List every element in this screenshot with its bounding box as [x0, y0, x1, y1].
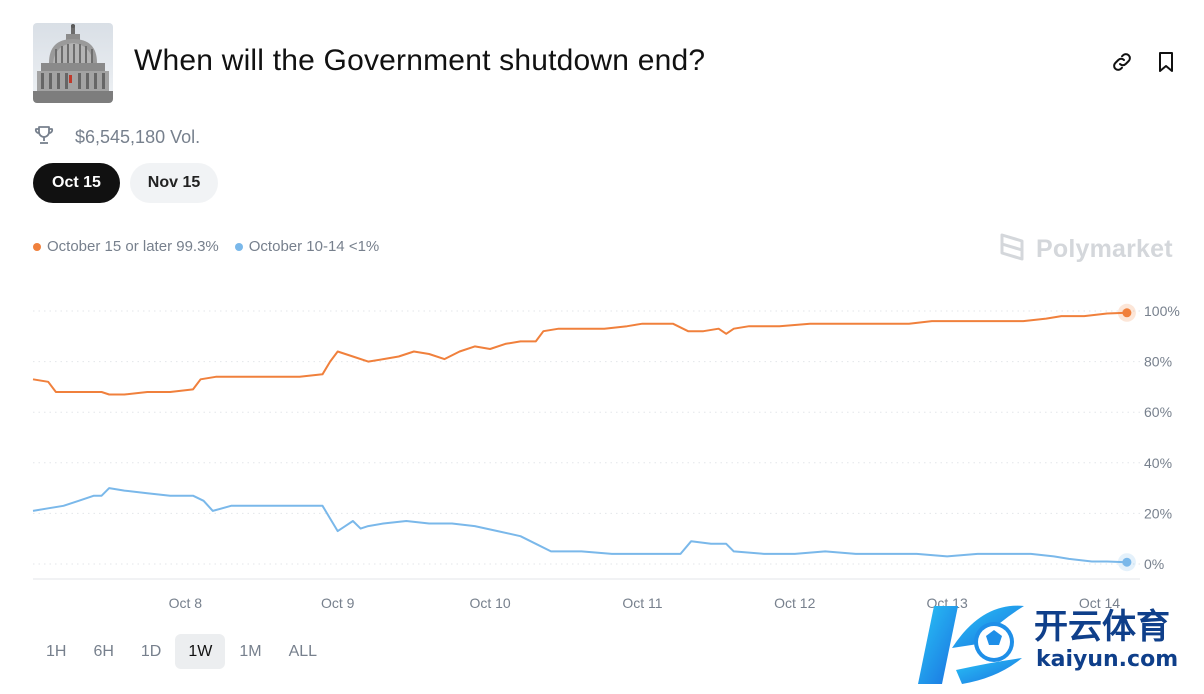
x-tick-label: Oct 8: [169, 595, 203, 611]
x-tick-label: Oct 12: [774, 595, 815, 611]
series-line-oct-10-14: [32, 487, 1127, 564]
legend-dot-orange: [33, 242, 41, 251]
x-tick-label: Oct 14: [1079, 595, 1120, 611]
legend-item-oct-15-later: October 15 or later 99.3%: [33, 238, 219, 255]
tab-nov-15[interactable]: Nov 15: [130, 163, 218, 203]
range-1w-button[interactable]: 1W: [175, 634, 226, 669]
series-end-point: [1122, 557, 1132, 567]
range-1m-button[interactable]: 1M: [239, 642, 262, 660]
trophy-icon: [33, 124, 55, 151]
legend-label: October 10-14 <1%: [248, 238, 380, 255]
kaiyun-watermark: 开云体育 kaiyun.com: [918, 605, 1178, 684]
bookmark-icon[interactable]: [1154, 50, 1178, 74]
range-1h-button[interactable]: 1H: [46, 642, 67, 660]
price-chart[interactable]: 0% 20% 40% 60% 80% 100% Oct 8 Oct 9 Oct 10 Oct 1…: [0, 280, 1204, 620]
volume-text: $6,545,180 Vol.: [75, 127, 201, 147]
link-icon[interactable]: [1110, 50, 1134, 74]
time-range-selector: 1H 6H 1D 1W 1M ALL: [33, 634, 331, 669]
legend-dot-blue: [234, 242, 243, 251]
y-tick-label: 60%: [1144, 404, 1172, 420]
y-tick-label: 80%: [1144, 354, 1172, 370]
chart-legend: October 15 or later 99.3% October 10-14 …: [33, 238, 395, 255]
polymarket-icon: [998, 232, 1026, 267]
x-tick-label: Oct 9: [321, 595, 355, 611]
x-tick-label: Oct 10: [469, 595, 510, 611]
y-tick-label: 0%: [1144, 556, 1164, 572]
y-tick-label: 40%: [1144, 455, 1172, 471]
x-tick-label: Oct 11: [622, 595, 662, 611]
tab-oct-15[interactable]: Oct 15: [33, 163, 120, 203]
polymarket-logo: Polymarket: [998, 232, 1173, 267]
range-all-button[interactable]: ALL: [288, 642, 318, 660]
brand-name: Polymarket: [1036, 235, 1173, 263]
volume-row: $6,545,180 Vol.: [33, 124, 200, 151]
watermark-en: kaiyun.com: [1036, 647, 1178, 672]
y-tick-label: 20%: [1144, 505, 1172, 521]
series-end-point: [1122, 308, 1132, 318]
legend-item-oct-10-14: October 10-14 <1%: [234, 238, 380, 255]
y-tick-label: 100%: [1144, 303, 1180, 319]
range-6h-button[interactable]: 6H: [93, 642, 114, 660]
series-line-oct-15-later: [32, 311, 1127, 396]
legend-label: October 15 or later 99.3%: [47, 238, 219, 255]
watermark-cn: 开云体育: [1034, 607, 1170, 647]
range-1d-button[interactable]: 1D: [140, 642, 162, 660]
page-title: When will the Government shutdown end?: [134, 44, 706, 77]
market-thumbnail: [33, 23, 113, 103]
